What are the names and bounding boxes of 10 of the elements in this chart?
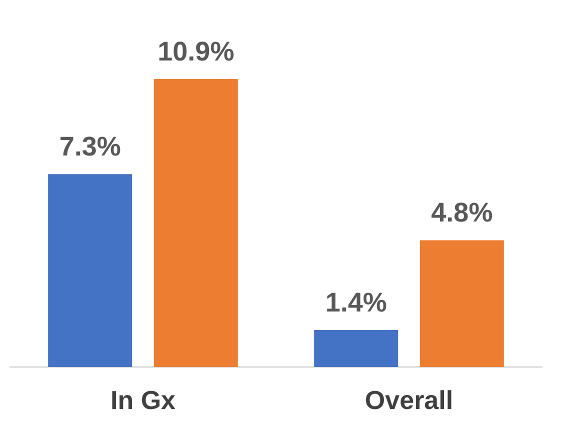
data-label: 1.4% [325,288,387,318]
data-label: 7.3% [59,132,121,162]
bar [48,174,132,367]
x-tick-label: Overall [364,385,454,415]
x-tick-label: In Gx [110,385,176,415]
bar [154,79,238,367]
bar [420,240,504,367]
data-label: 10.9% [158,36,234,67]
data-label: 4.8% [431,198,493,228]
bar [314,330,398,367]
